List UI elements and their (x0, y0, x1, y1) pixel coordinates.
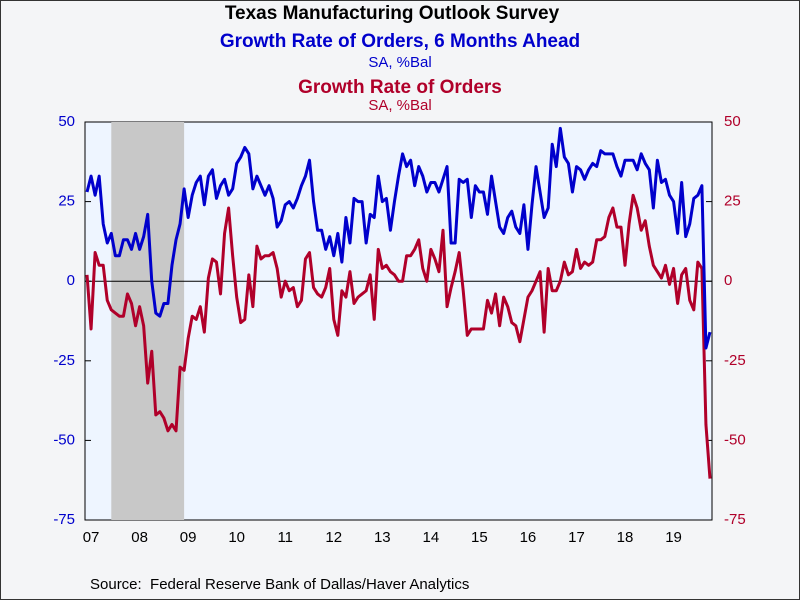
y-tick-label: 0 (67, 272, 75, 289)
x-tick-label: 10 (228, 529, 245, 546)
subtitle: Growth Rate of Orders, 6 Months Ahead (220, 31, 580, 52)
x-tick-label: 07 (83, 529, 100, 546)
y2-tick-label: -75 (724, 511, 746, 528)
x-tick-label: 11 (277, 529, 293, 546)
recession-shade (111, 122, 185, 520)
x-tick-label: 17 (568, 529, 585, 546)
x-tick-label: 14 (423, 529, 440, 546)
x-tick-label: 16 (520, 529, 537, 546)
x-tick-label: 12 (325, 529, 342, 546)
data-line (85, 193, 712, 479)
y2-tick-label: 50 (724, 113, 741, 130)
plot-area (84, 121, 713, 521)
y-tick-label: -50 (53, 431, 75, 448)
y-tick-label: 25 (58, 193, 75, 210)
y2-tick-label: -25 (724, 352, 746, 369)
y2-tick-label: -50 (724, 431, 746, 448)
x-tick-label: 19 (665, 529, 682, 546)
y2-tick-label: 25 (724, 193, 741, 210)
chart-title: Texas Manufacturing Outlook Survey (225, 3, 560, 24)
source: Source: Federal Reserve Bank of Dallas/H… (90, 576, 469, 593)
unit-label: SA, %Bal (368, 54, 431, 71)
y-tick-label: 50 (58, 113, 75, 130)
x-tick-label: 13 (374, 529, 391, 546)
unit-label: SA, %Bal (368, 97, 431, 114)
x-tick-label: 09 (180, 529, 197, 546)
x-tick-label: 08 (131, 529, 148, 546)
x-tick-label: 15 (471, 529, 488, 546)
y-tick-label: -75 (53, 511, 75, 528)
data-line (85, 126, 712, 350)
y-tick-label: -25 (53, 352, 75, 369)
subtitle: Growth Rate of Orders (298, 77, 502, 98)
y2-tick-label: 0 (724, 272, 732, 289)
x-tick-label: 18 (617, 529, 634, 546)
